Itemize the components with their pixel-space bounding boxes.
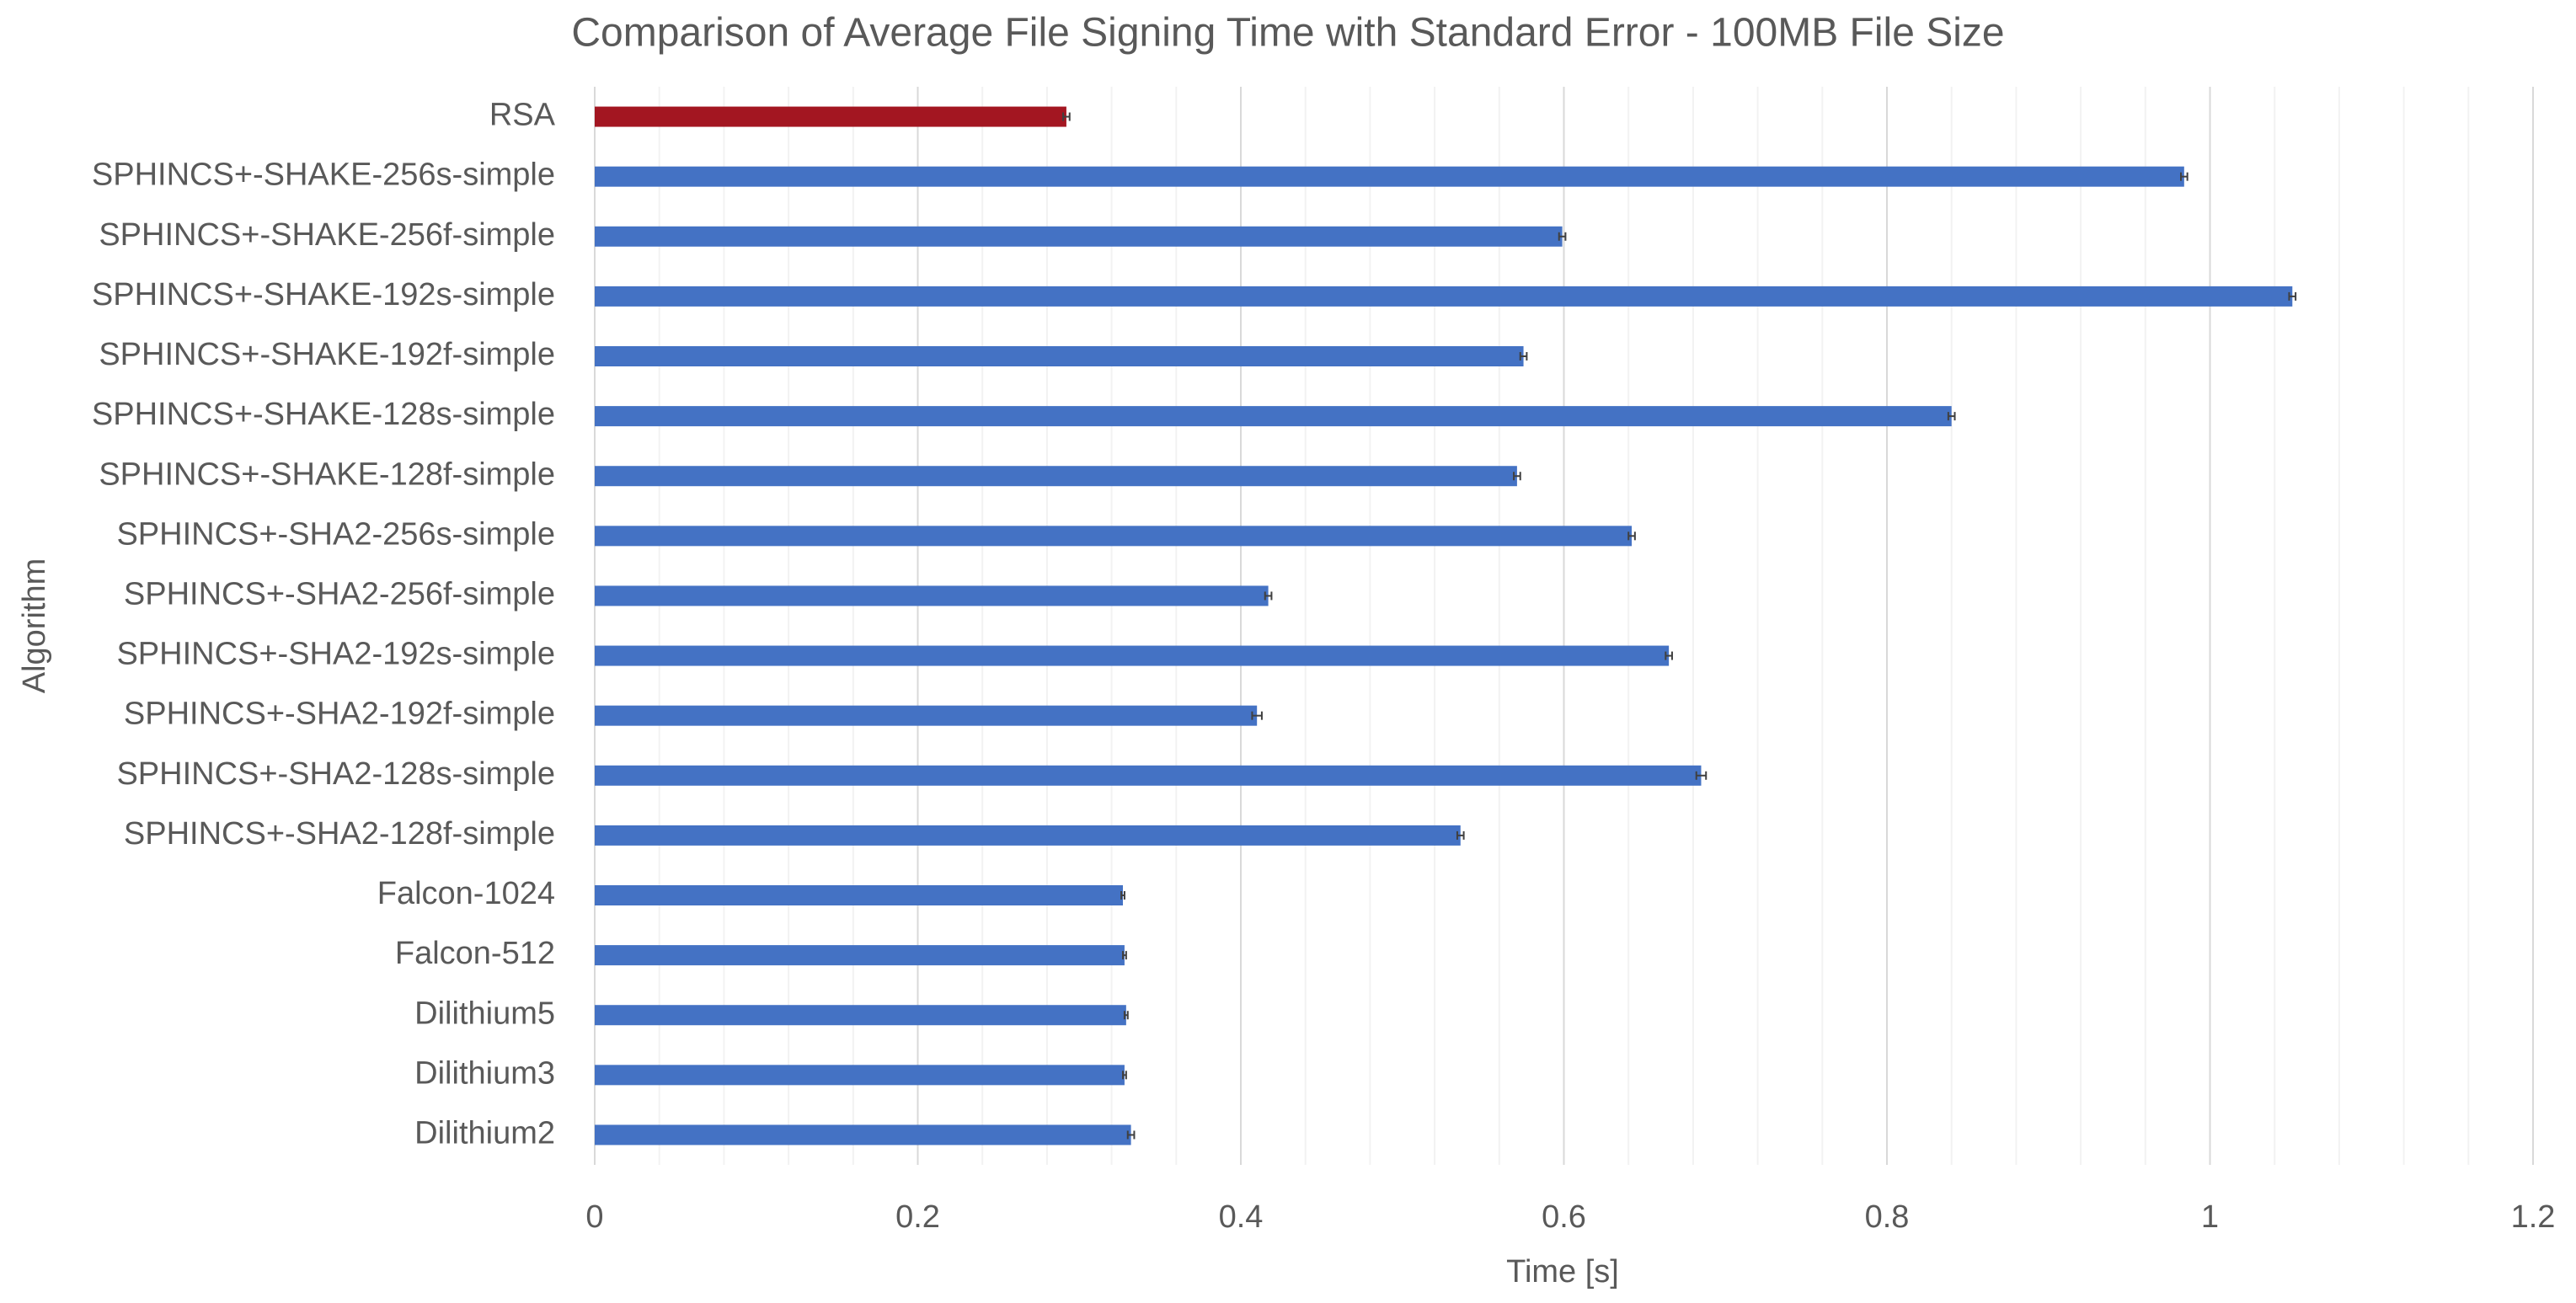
y-tick-label: SPHINCS+-SHA2-128f-simple [124,816,555,852]
error-bar [1947,412,1956,421]
error-bar [1558,232,1567,241]
bar [595,106,1066,127]
y-tick-label: SPHINCS+-SHAKE-256s-simple [92,158,555,193]
y-tick-label: SPHINCS+-SHAKE-256f-simple [99,217,555,253]
error-bar [1251,711,1263,720]
y-tick-label: Dilithium5 [414,996,555,1031]
bar [595,765,1702,786]
x-tick-label: 0 [585,1199,603,1235]
y-tick-label: Dilithium2 [414,1115,555,1151]
y-tick-label: Dilithium3 [414,1055,555,1091]
bar [595,346,1524,366]
error-bar [1122,951,1127,960]
error-bar [1695,771,1708,780]
y-tick-label: SPHINCS+-SHAKE-192s-simple [92,277,555,312]
bar [595,885,1124,905]
error-bar [1062,112,1071,121]
x-axis-title: Time [s] [1506,1254,1619,1290]
y-tick-label: SPHINCS+-SHA2-128s-simple [116,756,555,792]
error-bar [1123,1011,1129,1020]
error-bar [1122,1071,1127,1080]
bar [595,945,1125,966]
bar [595,166,2184,187]
x-tick-label: 0.6 [1542,1199,1586,1235]
bar [595,1065,1125,1086]
error-bar [1513,472,1521,481]
bar [595,226,1563,247]
y-tick-label: SPHINCS+-SHA2-192s-simple [116,637,555,672]
y-tick-label: SPHINCS+-SHAKE-128f-simple [99,457,555,492]
error-bar [2288,291,2297,301]
error-bar [1120,891,1125,900]
x-tick-label: 0.8 [1865,1199,1910,1235]
bar [595,1124,1131,1145]
y-tick-label: SPHINCS+-SHA2-256s-simple [116,516,555,552]
bar [595,406,1952,427]
y-tick-label: SPHINCS+-SHA2-256f-simple [124,576,555,611]
bar [595,645,1670,666]
chart-title: Comparison of Average File Signing Time … [571,11,2004,56]
error-bar [2179,172,2189,181]
y-axis-title: Algorithm [17,558,52,694]
bar [595,825,1461,846]
y-tick-label: Falcon-1024 [377,876,555,911]
y-tick-label: SPHINCS+-SHA2-192f-simple [124,697,555,732]
x-tick-label: 0.4 [1219,1199,1264,1235]
x-tick-label: 1.2 [2511,1199,2556,1235]
bar [595,526,1633,547]
error-bar [1126,1130,1136,1140]
error-bar [1456,830,1465,840]
error-bar [1519,352,1528,360]
bar [595,585,1269,606]
error-bar [1264,591,1273,601]
bar [595,705,1258,726]
bar [595,286,2293,307]
y-tick-label: Falcon-512 [395,936,555,971]
y-tick-label: SPHINCS+-SHAKE-128s-simple [92,397,555,432]
bar [595,466,1517,487]
error-bar [1627,531,1636,541]
error-bar [1665,651,1673,660]
x-tick-label: 1 [2201,1199,2219,1235]
y-tick-label: SPHINCS+-SHAKE-192f-simple [99,337,555,372]
bar [595,1005,1126,1026]
x-tick-label: 0.2 [895,1199,940,1235]
y-tick-label: RSA [489,98,556,133]
